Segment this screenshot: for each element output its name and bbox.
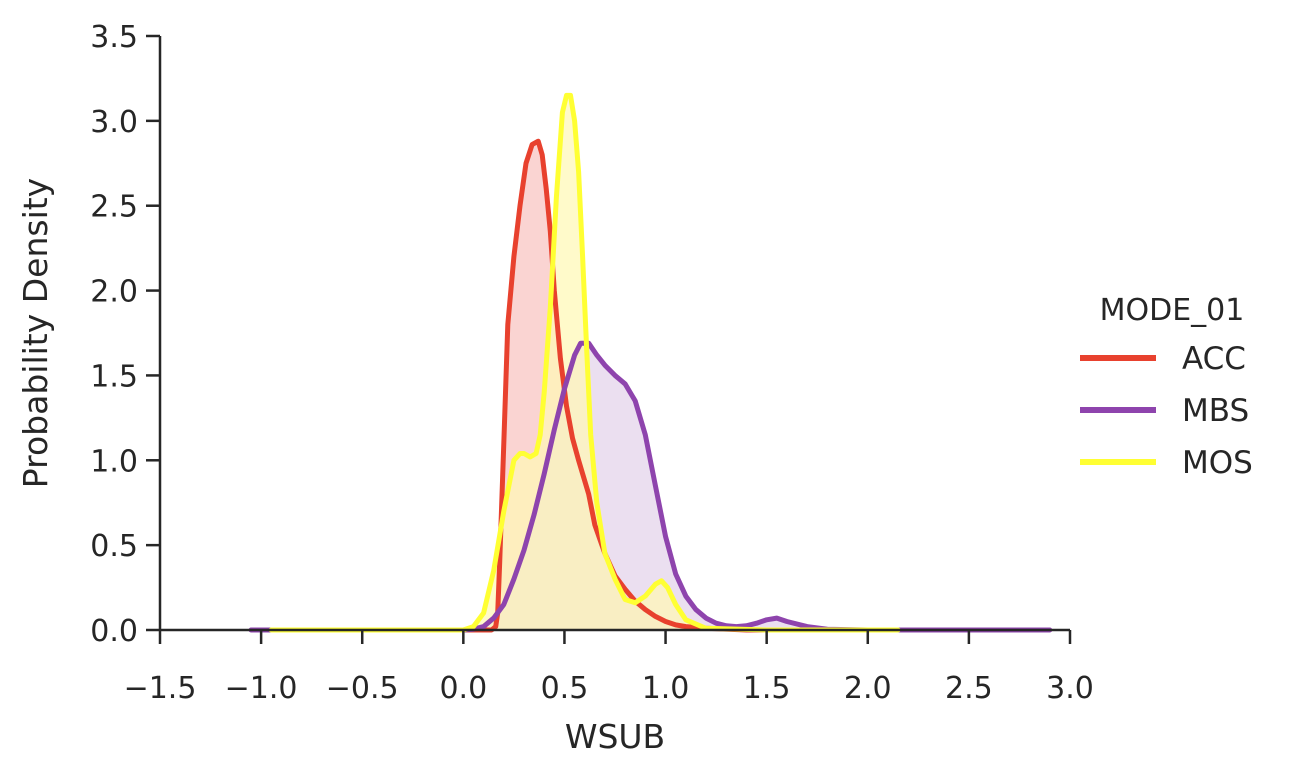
y-tick-label: 3.5 (90, 20, 138, 55)
density-line-acc (359, 138, 830, 633)
x-tick-label: −0.5 (326, 671, 399, 706)
y-tick-label: 0.0 (90, 614, 138, 649)
density-line-mos (268, 92, 901, 633)
y-tick-label: 2.0 (90, 275, 138, 310)
x-axis-label: WSUB (565, 717, 665, 756)
legend: MODE_01 ACC MBS MOS (1080, 293, 1253, 481)
x-tick-label: 1.0 (642, 671, 690, 706)
x-tick-label: 2.5 (945, 671, 993, 706)
y-tick-label: 2.5 (90, 190, 138, 225)
legend-label-mos: MOS (1182, 445, 1253, 481)
y-tick-label: 0.5 (90, 529, 138, 564)
x-tick-label: 0.0 (439, 671, 487, 706)
legend-title: MODE_01 (1100, 293, 1245, 328)
x-tick-label: −1.5 (124, 671, 197, 706)
axes: 0.0 0.5 1.0 1.5 2.0 2.5 3.0 3.5 −1.5 −1.0 −0.5 0.0 0… (90, 20, 1094, 706)
x-tick-label: 2.0 (844, 671, 892, 706)
x-tick-label: 3.0 (1046, 671, 1094, 706)
density-fill-mbs (251, 343, 1050, 630)
legend-label-mbs: MBS (1182, 393, 1249, 429)
x-tick-label: −1.0 (225, 671, 298, 706)
density-fill-mos (271, 95, 899, 630)
density-line-mbs (248, 340, 1053, 633)
y-tick-label: 3.0 (90, 105, 138, 140)
y-tick-label: 1.5 (90, 359, 138, 394)
y-tick-label: 1.0 (90, 444, 138, 479)
y-axis-label: Probability Density (16, 178, 55, 488)
x-tick-label: 0.5 (541, 671, 589, 706)
density-lines (248, 92, 1053, 633)
legend-label-acc: ACC (1182, 341, 1246, 377)
x-tick-label: 1.5 (743, 671, 791, 706)
density-fills (251, 95, 1050, 630)
